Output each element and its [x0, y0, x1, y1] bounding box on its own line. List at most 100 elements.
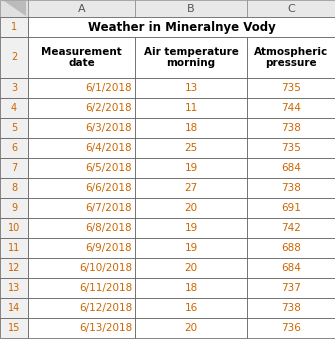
Bar — [0, 118, 28, 138]
Text: 6/10/2018: 6/10/2018 — [79, 263, 132, 273]
Text: 14: 14 — [8, 303, 20, 313]
Text: 13: 13 — [184, 83, 198, 93]
Bar — [0, 258, 28, 278]
Bar — [247, 198, 335, 218]
Bar — [247, 238, 335, 258]
Polygon shape — [4, 1, 26, 16]
Bar — [28, 98, 135, 118]
Bar — [28, 138, 135, 158]
Bar — [0, 218, 28, 238]
Bar — [28, 298, 135, 318]
Bar — [28, 78, 135, 98]
Text: 6/6/2018: 6/6/2018 — [85, 183, 132, 193]
Bar — [135, 238, 247, 258]
Bar — [247, 298, 335, 318]
Text: 688: 688 — [281, 243, 301, 253]
Text: 735: 735 — [281, 83, 301, 93]
Text: 7: 7 — [11, 163, 17, 173]
Text: 18: 18 — [184, 283, 198, 293]
Text: A: A — [78, 3, 85, 13]
Bar — [0, 318, 28, 338]
Text: 25: 25 — [184, 143, 198, 153]
Text: 684: 684 — [281, 163, 301, 173]
Bar — [135, 98, 247, 118]
Text: 6/7/2018: 6/7/2018 — [85, 203, 132, 213]
Text: 684: 684 — [281, 263, 301, 273]
Text: 11: 11 — [8, 243, 20, 253]
Text: 20: 20 — [185, 263, 198, 273]
Text: 6: 6 — [11, 143, 17, 153]
Bar — [0, 238, 28, 258]
Text: 6/11/2018: 6/11/2018 — [79, 283, 132, 293]
Bar — [135, 278, 247, 298]
Bar — [247, 37, 335, 78]
Bar — [28, 158, 135, 178]
Bar — [28, 198, 135, 218]
Text: 19: 19 — [184, 163, 198, 173]
Text: 737: 737 — [281, 283, 301, 293]
Bar — [28, 118, 135, 138]
Bar — [28, 178, 135, 198]
Bar — [247, 138, 335, 158]
Bar — [28, 278, 135, 298]
Bar — [247, 178, 335, 198]
Bar — [28, 17, 335, 37]
Text: 9: 9 — [11, 203, 17, 213]
Bar — [247, 258, 335, 278]
Bar — [135, 138, 247, 158]
Text: Weather in Mineralnye Vody: Weather in Mineralnye Vody — [88, 21, 275, 33]
Bar — [28, 0, 135, 17]
Bar — [135, 158, 247, 178]
Bar — [0, 37, 28, 78]
Bar — [135, 258, 247, 278]
Text: 20: 20 — [185, 203, 198, 213]
Text: 3: 3 — [11, 83, 17, 93]
Text: 6/2/2018: 6/2/2018 — [85, 103, 132, 113]
Bar — [0, 138, 28, 158]
Bar — [135, 298, 247, 318]
Text: 2: 2 — [11, 53, 17, 63]
Text: 15: 15 — [8, 323, 20, 333]
Text: 19: 19 — [184, 243, 198, 253]
Bar — [135, 0, 247, 17]
Text: 735: 735 — [281, 143, 301, 153]
Text: 736: 736 — [281, 323, 301, 333]
Bar — [135, 78, 247, 98]
Bar — [135, 37, 247, 78]
Bar — [0, 98, 28, 118]
Bar — [247, 118, 335, 138]
Bar — [28, 258, 135, 278]
Text: 6/5/2018: 6/5/2018 — [85, 163, 132, 173]
Bar — [135, 318, 247, 338]
Bar — [247, 98, 335, 118]
Bar — [0, 17, 28, 37]
Bar — [135, 178, 247, 198]
Text: 738: 738 — [281, 123, 301, 133]
Bar — [28, 218, 135, 238]
Text: B: B — [187, 3, 195, 13]
Text: Air temperature
morning: Air temperature morning — [144, 47, 239, 68]
Bar — [0, 78, 28, 98]
Text: 1: 1 — [11, 22, 17, 32]
Bar — [135, 218, 247, 238]
Text: 6/3/2018: 6/3/2018 — [85, 123, 132, 133]
Text: 10: 10 — [8, 223, 20, 233]
Text: 744: 744 — [281, 103, 301, 113]
Text: 18: 18 — [184, 123, 198, 133]
Text: 5: 5 — [11, 123, 17, 133]
Bar — [247, 0, 335, 17]
Text: 742: 742 — [281, 223, 301, 233]
Text: 738: 738 — [281, 183, 301, 193]
Bar — [247, 278, 335, 298]
Bar — [247, 318, 335, 338]
Bar — [0, 158, 28, 178]
Text: 12: 12 — [8, 263, 20, 273]
Bar — [247, 218, 335, 238]
Text: 27: 27 — [184, 183, 198, 193]
Text: 16: 16 — [184, 303, 198, 313]
Bar — [0, 198, 28, 218]
Bar — [135, 198, 247, 218]
Bar — [28, 238, 135, 258]
Text: C: C — [287, 3, 295, 13]
Bar — [247, 78, 335, 98]
